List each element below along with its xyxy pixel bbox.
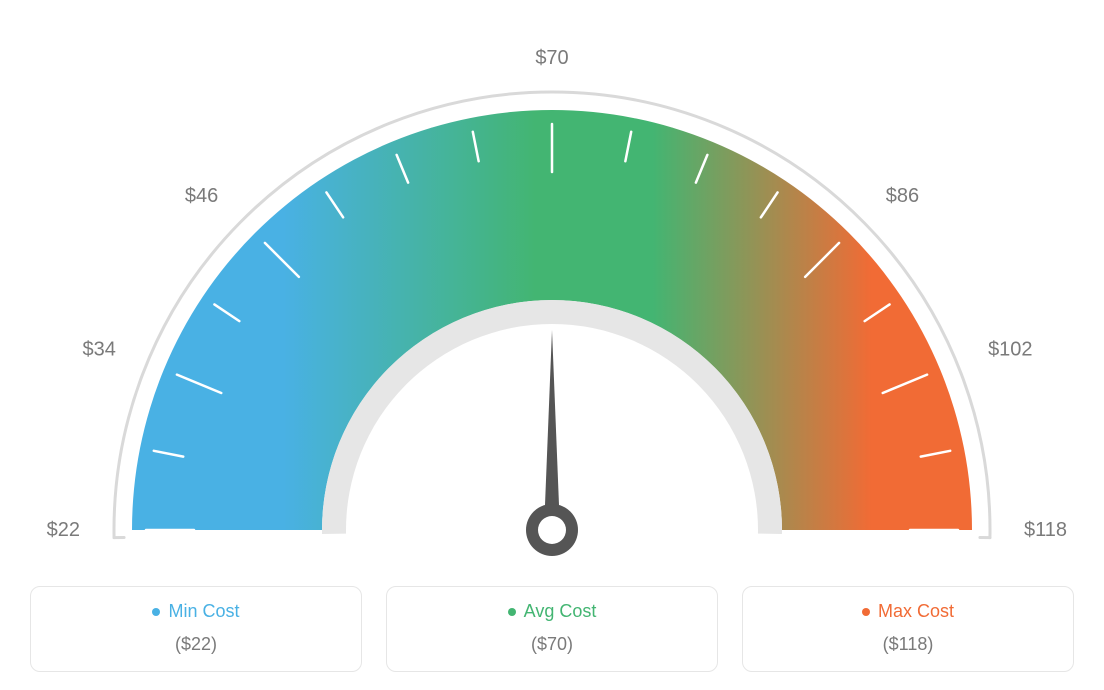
gauge-tick-label: $86 [886,185,919,207]
gauge-tick-label: $118 [1024,519,1067,541]
legend-value-avg: ($70) [397,634,707,655]
legend-label-min: Min Cost [168,601,239,622]
gauge-svg: $22 $34 $46 $70 $86 $102 $118 [0,0,1104,560]
legend-value-max: ($118) [753,634,1063,655]
legend-label-max: Max Cost [878,601,954,622]
legend-dot-max [862,608,870,616]
legend-value-min: ($22) [41,634,351,655]
legend-box-avg: Avg Cost ($70) [386,586,718,672]
gauge-tick-label: $22 [47,519,80,541]
legend-label-avg: Avg Cost [524,601,597,622]
legend-dot-avg [508,608,516,616]
legend-row: Min Cost ($22) Avg Cost ($70) Max Cost (… [30,586,1074,672]
gauge-tick-label: $34 [83,338,116,360]
cost-gauge-chart: $22 $34 $46 $70 $86 $102 $118 Min Cost ($22) A… [0,0,1104,690]
gauge-tick-label: $102 [988,338,1033,360]
legend-box-max: Max Cost ($118) [742,586,1074,672]
gauge-needle [544,330,560,530]
gauge-area: $22 $34 $46 $70 $86 $102 $118 [0,0,1104,560]
gauge-tick-label: $70 [535,47,568,69]
legend-box-min: Min Cost ($22) [30,586,362,672]
legend-dot-min [152,608,160,616]
gauge-tick-label: $46 [185,185,218,207]
